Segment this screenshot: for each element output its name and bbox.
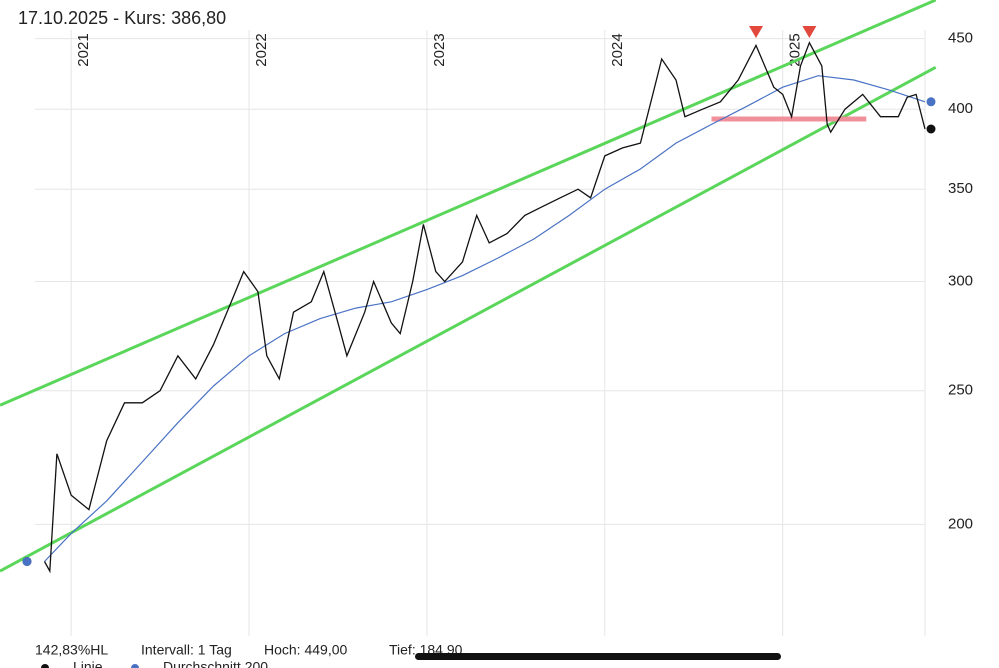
x-tick-label: 2023	[431, 33, 448, 66]
first-value-dot	[22, 556, 32, 566]
y-tick-label: 450	[948, 30, 973, 47]
trend-channel	[0, 0, 937, 407]
stat-label: 142,83%HL	[35, 642, 108, 658]
top-marker	[802, 26, 817, 39]
x-tick-label: 2024	[609, 33, 626, 66]
y-tick-label: 250	[948, 382, 973, 399]
legend-label: Durchschnitt 200	[163, 659, 268, 668]
legend-swatch	[131, 664, 139, 668]
price-line	[43, 41, 926, 574]
average-line	[44, 75, 926, 562]
y-tick-label: 400	[948, 100, 973, 117]
last-value-dot	[926, 124, 936, 134]
y-tick-label: 200	[948, 515, 973, 532]
stat-label: Intervall: 1 Tag	[141, 642, 232, 658]
x-tick-label: 2022	[253, 33, 270, 66]
y-tick-label: 350	[948, 180, 973, 197]
stat-label: Hoch: 449,00	[264, 642, 347, 658]
last-value-dot	[926, 97, 936, 107]
chart-title: 17.10.2025 - Kurs: 386,80	[18, 8, 226, 28]
trend-channel	[0, 65, 937, 573]
y-tick-label: 300	[948, 272, 973, 289]
x-tick-label: 2021	[75, 33, 92, 66]
legend-label: Linie	[73, 659, 103, 668]
scroll-bar	[415, 653, 781, 660]
legend-swatch	[41, 664, 49, 668]
top-marker	[749, 26, 764, 39]
